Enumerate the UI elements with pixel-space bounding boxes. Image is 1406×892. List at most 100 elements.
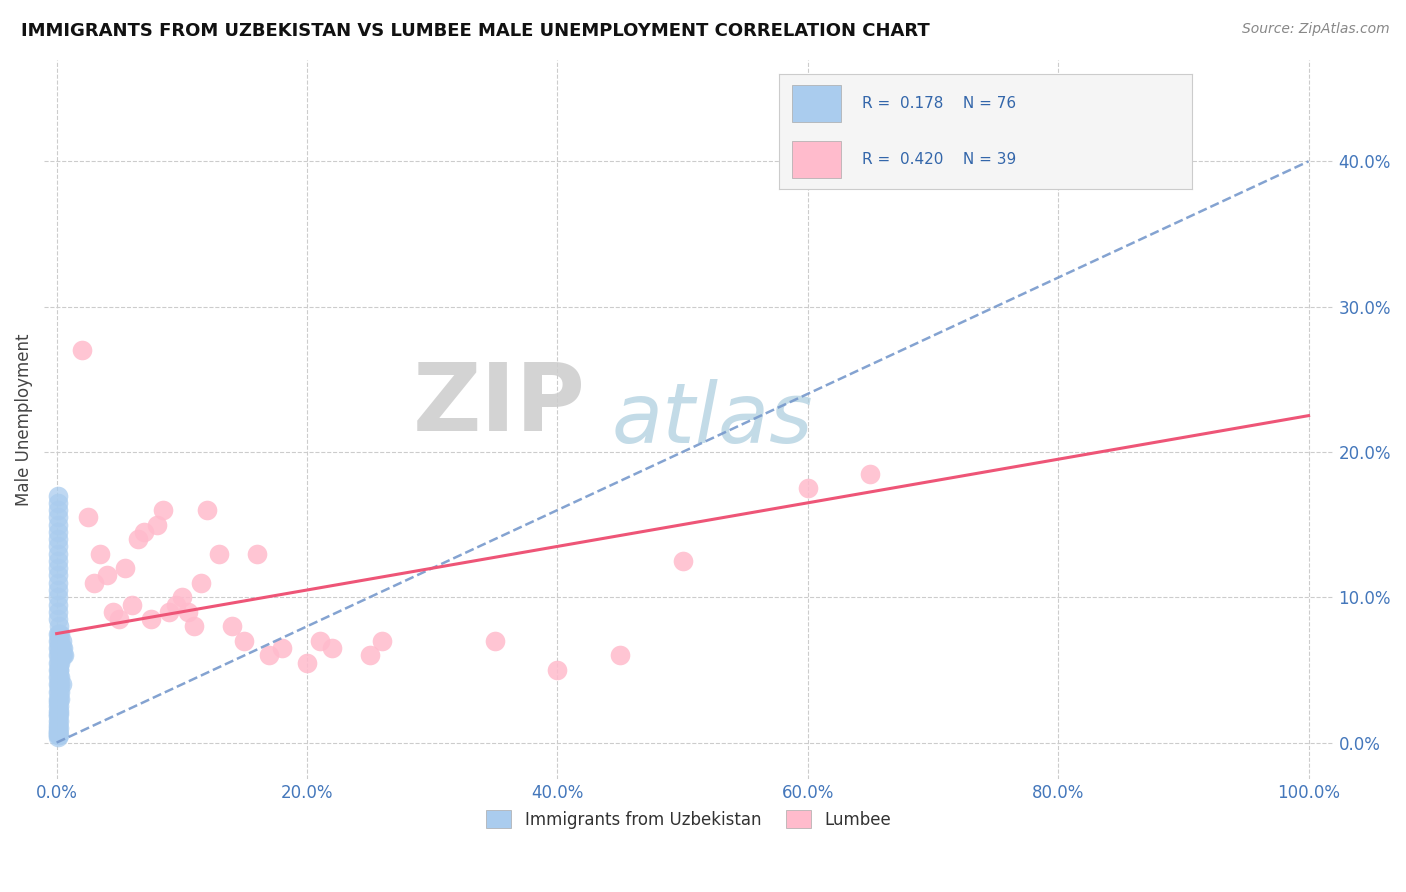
Point (48, 681, 70, 695)
Point (48, 619, 70, 633)
Point (1109, 125, 1132, 139)
Point (46, 677, 69, 691)
Point (546, 663, 568, 677)
Point (48, 706, 70, 721)
Point (53, 648, 76, 663)
Point (49, 670, 72, 684)
Point (208, 547, 231, 561)
Point (321, 641, 343, 656)
Y-axis label: Male Unemployment: Male Unemployment (15, 333, 32, 506)
Point (46, 721, 69, 735)
Point (48, 648, 70, 663)
Point (51, 641, 73, 656)
Point (48, 663, 70, 677)
Point (48, 714, 70, 728)
Point (46, 612, 69, 626)
Point (859, 467, 882, 481)
Point (165, 598, 187, 612)
Point (52, 641, 75, 656)
Point (48, 663, 70, 677)
Point (46, 489, 69, 503)
Point (46, 582, 69, 597)
Point (46, 633, 69, 648)
Point (308, 633, 330, 648)
Point (48, 677, 70, 691)
Text: atlas: atlas (612, 379, 813, 459)
Point (259, 648, 281, 663)
Point (183, 619, 205, 633)
Point (46, 626, 69, 640)
Point (46, 730, 69, 744)
Point (46, 540, 69, 554)
Legend: Immigrants from Uzbekistan, Lumbee: Immigrants from Uzbekistan, Lumbee (479, 804, 898, 835)
Point (46, 605, 69, 619)
Point (46, 714, 69, 728)
Point (152, 503, 174, 517)
Point (672, 554, 695, 568)
Point (49, 677, 72, 691)
Text: IMMIGRANTS FROM UZBEKISTAN VS LUMBEE MALE UNEMPLOYMENT CORRELATION CHART: IMMIGRANTS FROM UZBEKISTAN VS LUMBEE MAL… (21, 22, 929, 40)
Point (48, 656, 70, 670)
Point (221, 619, 243, 633)
Point (46, 641, 69, 656)
Point (52, 648, 75, 663)
Point (46, 591, 69, 605)
Point (46, 670, 69, 684)
Point (49, 626, 72, 640)
Point (46, 718, 69, 732)
Point (271, 641, 294, 656)
Point (371, 633, 394, 648)
Point (246, 547, 269, 561)
Point (46, 547, 69, 561)
Point (49, 641, 72, 656)
Point (48, 684, 70, 698)
Point (134, 524, 156, 539)
Point (46, 568, 69, 582)
Point (195, 503, 218, 517)
Point (46, 656, 69, 670)
Point (46, 517, 69, 532)
Point (48, 699, 70, 714)
Point (49, 684, 72, 698)
Point (46, 692, 69, 706)
Point (139, 612, 162, 626)
Point (121, 598, 143, 612)
Point (48, 633, 70, 648)
Point (51, 677, 73, 691)
Point (46, 503, 69, 517)
Point (359, 648, 381, 663)
Point (46, 699, 69, 714)
Point (48, 704, 70, 718)
Point (49, 633, 72, 648)
Point (146, 517, 169, 532)
Point (46, 663, 69, 677)
Point (295, 656, 318, 670)
Point (49, 692, 72, 706)
Point (101, 605, 124, 619)
Point (48, 626, 70, 640)
Point (157, 605, 180, 619)
Point (46, 709, 69, 723)
Point (51, 633, 73, 648)
Point (49, 656, 72, 670)
Point (49, 648, 72, 663)
Point (48, 728, 70, 742)
Point (48, 641, 70, 656)
Point (46, 728, 69, 742)
Point (190, 575, 212, 590)
Point (77, 510, 100, 524)
Point (177, 605, 200, 619)
Point (48, 692, 70, 706)
Point (170, 591, 193, 605)
Point (46, 723, 69, 738)
Point (233, 633, 256, 648)
Point (609, 648, 631, 663)
Point (83, 575, 105, 590)
Point (46, 704, 69, 718)
Point (48, 670, 70, 684)
Point (114, 561, 136, 575)
Point (46, 684, 69, 698)
Point (46, 727, 69, 741)
Point (46, 725, 69, 739)
Point (127, 532, 149, 546)
